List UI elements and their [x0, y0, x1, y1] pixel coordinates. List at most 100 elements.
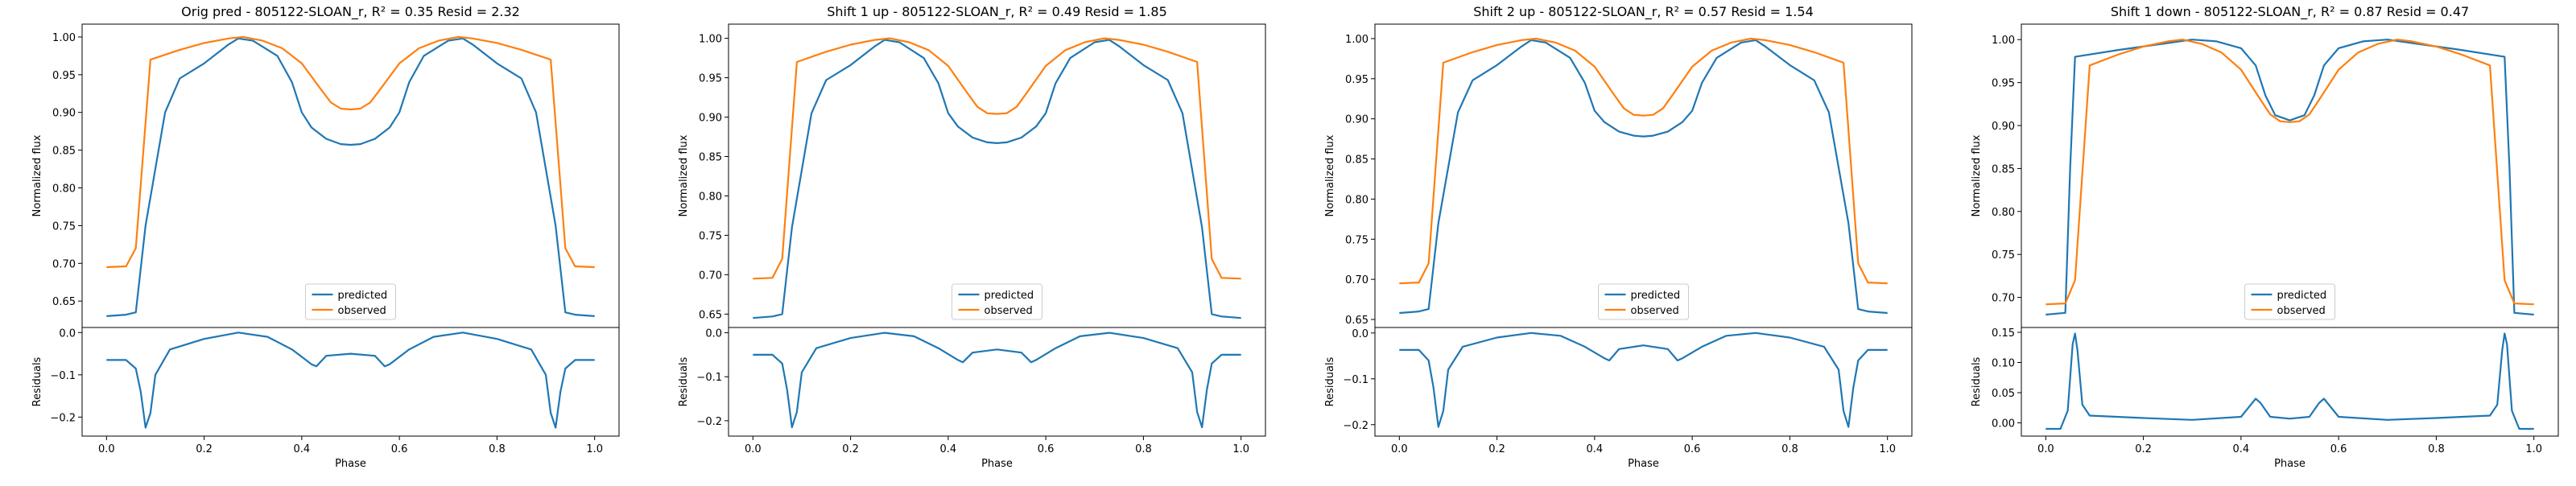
x-tick-label: 0.4	[1587, 443, 1604, 455]
y-axis-label: Normalized flux	[1971, 134, 1983, 216]
residual-y-tick-label: −0.1	[50, 370, 76, 382]
y-tick-label: 1.00	[699, 34, 722, 46]
y-tick-label: 0.65	[52, 296, 76, 308]
x-tick-label: 0.6	[1684, 443, 1701, 455]
series-line-predicted	[106, 37, 595, 317]
x-tick-label: 0.2	[1488, 443, 1505, 455]
y-tick-label: 0.70	[1345, 274, 1368, 286]
x-axis-label: Phase	[335, 458, 366, 470]
y-tick-label: 0.85	[1345, 154, 1368, 167]
residual-y-tick-label: 0.10	[1992, 358, 2015, 370]
y-tick-label: 0.75	[1345, 234, 1368, 246]
x-tick-label: 0.0	[2037, 443, 2054, 455]
x-axis-label: Phase	[1628, 458, 1659, 470]
y-tick-label: 0.70	[52, 258, 76, 270]
legend-label-observed: observed	[338, 305, 386, 317]
y-tick-label: 0.65	[699, 309, 722, 321]
x-tick-label: 0.2	[2135, 443, 2152, 455]
residual-y-tick-label: 0.15	[1992, 327, 2015, 340]
x-tick-label: 0.4	[2233, 443, 2250, 455]
y-tick-label: 0.85	[699, 152, 722, 164]
legend-label-predicted: predicted	[338, 290, 388, 302]
chart-panel-3: Shift 2 up - 805122-SLOAN_r, R² = 0.57 R…	[1324, 4, 1913, 470]
series-line-observed	[1399, 37, 1888, 285]
series-line-predicted	[1399, 39, 1888, 315]
residual-line	[753, 332, 1241, 429]
flux-axes-frame	[81, 23, 620, 328]
residual-axes-frame	[81, 327, 620, 437]
residual-y-tick-label: −0.1	[696, 372, 722, 384]
residual-y-tick-label: 0.05	[1992, 388, 2015, 400]
x-tick-label: 0.4	[294, 443, 311, 455]
series-line-observed	[106, 35, 595, 269]
chart-panel-2: Shift 1 up - 805122-SLOAN_r, R² = 0.49 R…	[678, 4, 1266, 470]
chart-title: Shift 2 up - 805122-SLOAN_r, R² = 0.57 R…	[1473, 4, 1814, 20]
x-tick-label: 1.0	[2525, 443, 2542, 455]
y-tick-label: 0.75	[699, 230, 722, 242]
residual-y-tick-label: −0.1	[1343, 374, 1368, 386]
residual-axes-frame	[1374, 327, 1913, 437]
x-tick-label: 0.8	[1781, 443, 1798, 455]
chart-title: Orig pred - 805122-SLOAN_r, R² = 0.35 Re…	[181, 4, 520, 20]
y-tick-label: 0.85	[52, 146, 76, 158]
y-tick-label: 0.75	[1992, 249, 2015, 262]
y-tick-label: 0.90	[699, 113, 722, 125]
series-line-predicted	[753, 39, 1241, 319]
y-tick-label: 1.00	[52, 32, 76, 44]
y-tick-label: 0.90	[1345, 114, 1368, 126]
y-axis-label: Normalized flux	[678, 134, 690, 216]
legend: predicted observed	[305, 283, 396, 320]
residual-y-tick-label: −0.2	[50, 412, 76, 424]
chart-title: Shift 1 up - 805122-SLOAN_r, R² = 0.49 R…	[827, 4, 1167, 20]
y-tick-label: 0.90	[52, 108, 76, 120]
chart-panel-4: Shift 1 down - 805122-SLOAN_r, R² = 0.87…	[1971, 4, 2559, 470]
y-tick-label: 0.70	[699, 270, 722, 282]
x-tick-label: 0.8	[2428, 443, 2445, 455]
x-tick-label: 0.0	[98, 443, 115, 455]
flux-axes-frame	[1374, 23, 1913, 328]
series-line-observed	[2046, 39, 2534, 306]
residual-line	[1399, 332, 1888, 428]
y-tick-label: 0.70	[1992, 293, 2015, 305]
residual-axis-label: Residuals	[1971, 356, 1983, 406]
flux-axes-frame	[2021, 23, 2559, 328]
y-tick-label: 0.95	[52, 70, 76, 82]
series-line-observed	[753, 37, 1241, 280]
x-tick-label: 1.0	[1232, 443, 1249, 455]
x-tick-label: 0.0	[1391, 443, 1408, 455]
y-tick-label: 0.80	[1345, 194, 1368, 206]
x-tick-label: 0.6	[1038, 443, 1055, 455]
residual-axes-frame	[728, 327, 1266, 437]
x-axis-label: Phase	[2274, 458, 2306, 470]
y-tick-label: 0.95	[1345, 74, 1368, 86]
x-tick-label: 0.0	[745, 443, 762, 455]
residual-axis-label: Residuals	[1324, 356, 1336, 406]
y-tick-label: 1.00	[1992, 35, 2015, 47]
residual-y-tick-label: −0.2	[1343, 420, 1368, 432]
legend-label-observed: observed	[985, 305, 1033, 317]
x-tick-label: 0.6	[391, 443, 408, 455]
residual-line	[2046, 332, 2534, 430]
y-tick-label: 0.95	[699, 73, 722, 85]
legend-label-predicted: predicted	[1631, 290, 1681, 302]
legend: predicted observed	[952, 283, 1042, 320]
legend-label-observed: observed	[1631, 305, 1679, 317]
legend: predicted observed	[2244, 283, 2335, 320]
x-tick-label: 1.0	[586, 443, 603, 455]
legend-label-predicted: predicted	[2277, 290, 2327, 302]
y-tick-label: 1.00	[1345, 34, 1368, 46]
chart-panel-1: Orig pred - 805122-SLOAN_r, R² = 0.35 Re…	[31, 4, 620, 470]
legend-label-observed: observed	[2277, 305, 2326, 317]
x-tick-label: 0.8	[489, 443, 506, 455]
residual-y-tick-label: 0.0	[59, 327, 76, 340]
residual-axis-label: Residuals	[31, 356, 43, 406]
chart-title: Shift 1 down - 805122-SLOAN_r, R² = 0.87…	[2111, 4, 2469, 20]
residual-y-tick-label: 0.0	[1352, 328, 1368, 340]
residual-y-tick-label: −0.2	[696, 416, 722, 428]
flux-axes-frame	[728, 23, 1266, 328]
legend: predicted observed	[1598, 283, 1689, 320]
legend-label-predicted: predicted	[985, 290, 1034, 302]
y-tick-label: 0.80	[699, 191, 722, 203]
x-tick-label: 0.8	[1135, 443, 1152, 455]
